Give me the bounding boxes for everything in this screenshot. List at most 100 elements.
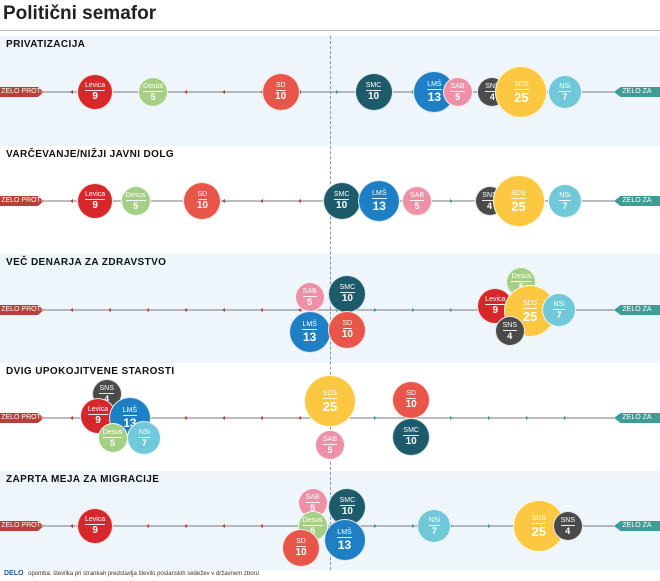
party-name: LMŠ xyxy=(427,81,442,90)
page-title: Politični semafor xyxy=(3,3,157,24)
party-name: NSi xyxy=(138,428,151,438)
axis-tick xyxy=(374,524,377,528)
delo-logo: DELO xyxy=(4,570,24,577)
bubble-levica: Levica 9 xyxy=(77,74,114,110)
party-name: LMŠ xyxy=(372,190,387,199)
party-seats: 13 xyxy=(372,199,386,213)
party-seats: 5 xyxy=(307,296,313,307)
chart-panel-upokojitvena-starost: DVIG UPOKOJITVENE STAROSTI xyxy=(0,363,660,471)
party-seats: 25 xyxy=(322,398,338,414)
party-name: SD xyxy=(406,390,417,399)
axis-tick xyxy=(70,199,73,203)
party-name: SD xyxy=(197,191,208,200)
party-seats: 9 xyxy=(492,305,499,316)
axis-tick xyxy=(260,308,263,312)
party-name: Levica xyxy=(84,82,106,91)
party-seats: 7 xyxy=(141,437,147,448)
bubble-sab: SAB 5 xyxy=(315,430,345,460)
label-zelo-proti: ZELO PROTI xyxy=(0,521,44,531)
party-seats: 10 xyxy=(295,547,307,558)
party-seats: 10 xyxy=(405,436,417,447)
party-seats: 10 xyxy=(196,200,208,211)
party-name: Levica xyxy=(84,191,106,200)
bubble-sd: SD 10 xyxy=(183,182,222,220)
bubble-sds: SDS 25 xyxy=(492,175,545,227)
bubble-nsi: NSi 7 xyxy=(547,75,582,109)
party-seats: 5 xyxy=(455,91,461,102)
party-name: SAB xyxy=(302,287,317,297)
party-name: Desus xyxy=(302,516,323,526)
chart-panel-varcevanje: VARČEVANJE/NIŽJI JAVNI DOLG xyxy=(0,146,660,254)
party-name: LMŠ xyxy=(122,407,138,416)
axis-tick xyxy=(412,308,415,312)
party-seats: 4 xyxy=(489,91,495,102)
bubble-nsi: NSi 7 xyxy=(417,509,452,543)
party-seats: 9 xyxy=(92,200,98,211)
label-zelo-za: ZELO ZA xyxy=(614,521,660,531)
party-name: SMC xyxy=(333,191,350,200)
party-name: LMŠ xyxy=(302,321,317,330)
footer-note: DELO opomba: številka pri strankah preds… xyxy=(4,570,259,577)
bubble-sd: SD 10 xyxy=(282,529,320,567)
party-seats: 9 xyxy=(95,415,101,426)
party-seats: 5 xyxy=(310,525,316,536)
axis-tick xyxy=(260,524,263,528)
label-zelo-za: ZELO ZA xyxy=(614,196,660,206)
bubble-sab: SAB 5 xyxy=(294,282,325,312)
bubble-sab: SAB 5 xyxy=(402,186,432,216)
bubble-lms: LMŠ 13 xyxy=(288,311,331,353)
label-zelo-proti: ZELO PROTI xyxy=(0,196,44,206)
label-zelo-proti: ZELO PROTI xyxy=(0,413,44,423)
party-seats: 13 xyxy=(427,90,442,104)
party-name: NSi xyxy=(559,82,571,92)
axis-tick xyxy=(260,199,263,203)
bubble-lms: LMŠ 13 xyxy=(323,519,366,561)
bubble-sns: SNS 4 xyxy=(552,511,583,541)
bubble-sns: SNS 4 xyxy=(494,316,525,346)
axis-tick xyxy=(146,524,149,528)
party-seats: 9 xyxy=(92,525,98,536)
bubble-sds: SDS 25 xyxy=(495,66,548,118)
party-seats: 4 xyxy=(565,525,571,536)
party-name: SAB xyxy=(305,493,320,503)
label-zelo-za: ZELO ZA xyxy=(614,305,660,315)
party-name: SNS xyxy=(482,191,497,201)
axis-tick xyxy=(412,524,415,528)
axis-tick xyxy=(70,90,73,94)
axis-tick xyxy=(260,416,263,420)
axis-tick xyxy=(146,308,149,312)
bubble-smc: SMC 10 xyxy=(328,275,367,313)
axis-tick xyxy=(184,416,187,420)
party-seats: 10 xyxy=(367,91,380,102)
party-name: Desus xyxy=(143,82,164,92)
axis-tick xyxy=(488,524,491,528)
chart-title: VARČEVANJE/NIŽJI JAVNI DOLG xyxy=(6,149,175,160)
party-name: SDS xyxy=(511,189,526,199)
bubble-nsi: NSi 7 xyxy=(547,184,582,218)
party-name: Desus xyxy=(511,272,532,282)
party-seats: 4 xyxy=(507,330,513,341)
party-seats: 13 xyxy=(303,330,317,344)
party-name: SAB xyxy=(409,191,424,201)
party-seats: 10 xyxy=(336,200,348,211)
party-name: SDS xyxy=(522,299,538,309)
footer-text: opomba: številka pri strankah predstavlj… xyxy=(28,571,259,577)
party-seats: 5 xyxy=(414,200,420,211)
party-seats: 25 xyxy=(522,308,538,324)
party-seats: 10 xyxy=(341,329,353,340)
axis-tick xyxy=(70,308,73,312)
party-name: SNS xyxy=(560,516,575,526)
party-seats: 10 xyxy=(341,293,353,304)
party-name: Levica xyxy=(485,296,506,305)
party-name: Desus xyxy=(102,428,123,438)
party-name: Levica xyxy=(87,406,109,415)
bubble-sd: SD 10 xyxy=(392,381,431,419)
axis-tick xyxy=(450,199,453,203)
party-seats: 7 xyxy=(431,525,437,536)
bubble-smc: SMC 10 xyxy=(322,182,361,220)
party-name: SD xyxy=(296,538,306,547)
axis-tick xyxy=(298,199,301,203)
axis-tick xyxy=(374,416,377,420)
party-seats: 5 xyxy=(109,437,115,448)
bubble-levica: Levica 9 xyxy=(77,183,114,219)
